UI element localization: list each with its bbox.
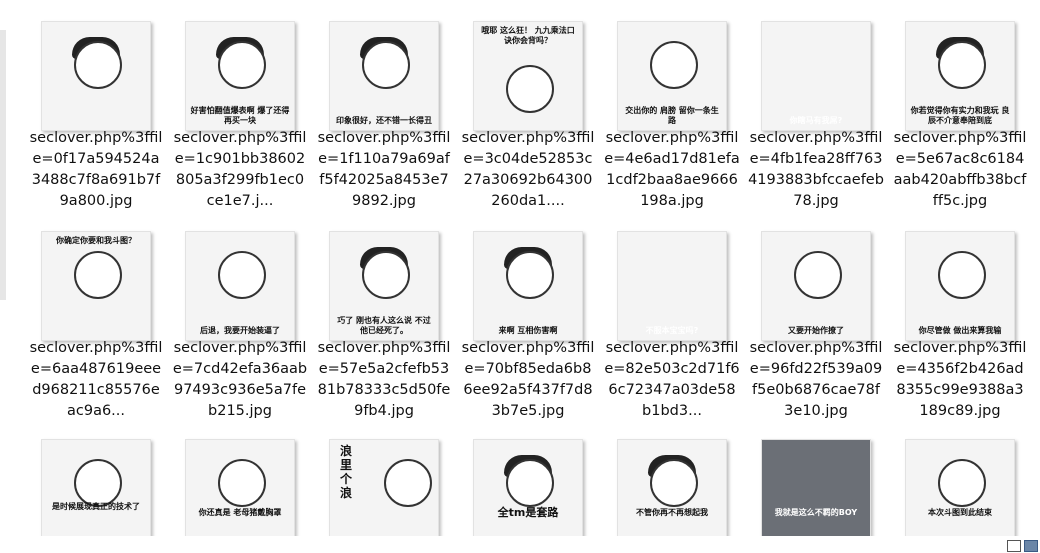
thumbnail[interactable]: 浪 里 个 浪 xyxy=(316,439,452,549)
thumbnail[interactable]: 好害怕翻值爆表啊 爆了还得再买一块 xyxy=(172,21,308,131)
file-name: seclover.php%3ffile=3c04de52853c27a30692… xyxy=(461,130,595,209)
thumbnail[interactable]: 你还真是 老母猪戴胸罩 xyxy=(172,439,308,549)
file-name: seclover.php%3ffile=82e503c2d71f66c72347… xyxy=(604,340,740,419)
thumbnail[interactable]: 交出你的 肩膀 留你一条生路 xyxy=(604,21,740,131)
thumbnail[interactable]: 本次斗图到此结束 xyxy=(892,439,1028,549)
file-name: seclover.php%3ffile=1c901bb38602805a3f29… xyxy=(173,130,307,209)
thumbnail[interactable]: 是时候展现真正的技术了 xyxy=(28,439,164,549)
thumbnail[interactable]: 我就是这么不羁的BOY xyxy=(748,439,884,549)
file-name: seclover.php%3ffile=70bf85eda6b86ee92a5f… xyxy=(461,340,595,419)
thumbnail[interactable]: 不管你再不再想起我 xyxy=(604,439,740,549)
file-name: seclover.php%3ffile=7cd42efa36aab97493c9… xyxy=(172,340,308,419)
thumbnail[interactable]: 印象很好，还不错一长得丑 xyxy=(316,21,452,131)
thumbnail[interactable]: 不服本宝宝吗? xyxy=(604,231,740,341)
details-view-icon[interactable] xyxy=(1007,540,1021,552)
scrollbar[interactable] xyxy=(0,30,6,300)
thumbnail[interactable]: 你瞎马有我屌? xyxy=(748,21,884,131)
file-name: seclover.php%3ffile=5e67ac8c6184aab420ab… xyxy=(893,130,1027,209)
file-name: seclover.php%3ffile=4e6ad17d81efa1cdf2ba… xyxy=(604,130,740,209)
thumbnail[interactable]: 你尽管做 做出来算我输 xyxy=(892,231,1028,341)
thumbnail[interactable]: 全tm是套路 xyxy=(460,439,596,549)
file-name: seclover.php%3ffile=0f17a594524a3488c7f8… xyxy=(29,130,163,209)
file-name: seclover.php%3ffile=96fd22f539a09f5e0b68… xyxy=(749,340,883,419)
thumbnail[interactable]: 哦耶 这么狂！ 九九乘法口诀你会背吗？ xyxy=(460,21,596,131)
file-name: seclover.php%3ffile=57e5a2cfefb5381b7833… xyxy=(317,340,451,419)
thumbnail[interactable]: 又要开始作撩了 xyxy=(748,231,884,341)
thumbnail[interactable]: 来啊 互相伤害啊 xyxy=(460,231,596,341)
thumbnail[interactable] xyxy=(28,21,164,131)
file-name: seclover.php%3ffile=1f110a79a69aff5f4202… xyxy=(317,130,451,209)
thumbnail[interactable]: 后退，我要开始装逼了 xyxy=(172,231,308,341)
status-bar xyxy=(0,536,1040,553)
large-icons-view-icon[interactable] xyxy=(1024,540,1038,552)
thumbnail[interactable]: 巧了 刚也有人这么说 不过他已经死了。 xyxy=(316,231,452,341)
file-name: seclover.php%3ffile=4356f2b426ad8355c99e… xyxy=(893,340,1027,419)
file-name: seclover.php%3ffile=6aa487619eeed968211c… xyxy=(29,340,163,419)
thumbnail[interactable]: 你若觉得你有实力和我玩 良辰不介意奉陪到底 xyxy=(892,21,1028,131)
thumbnail[interactable]: 你确定你要和我斗图？ xyxy=(28,231,164,341)
file-name: seclover.php%3ffile=4fb1fea28ff763419388… xyxy=(748,130,884,209)
